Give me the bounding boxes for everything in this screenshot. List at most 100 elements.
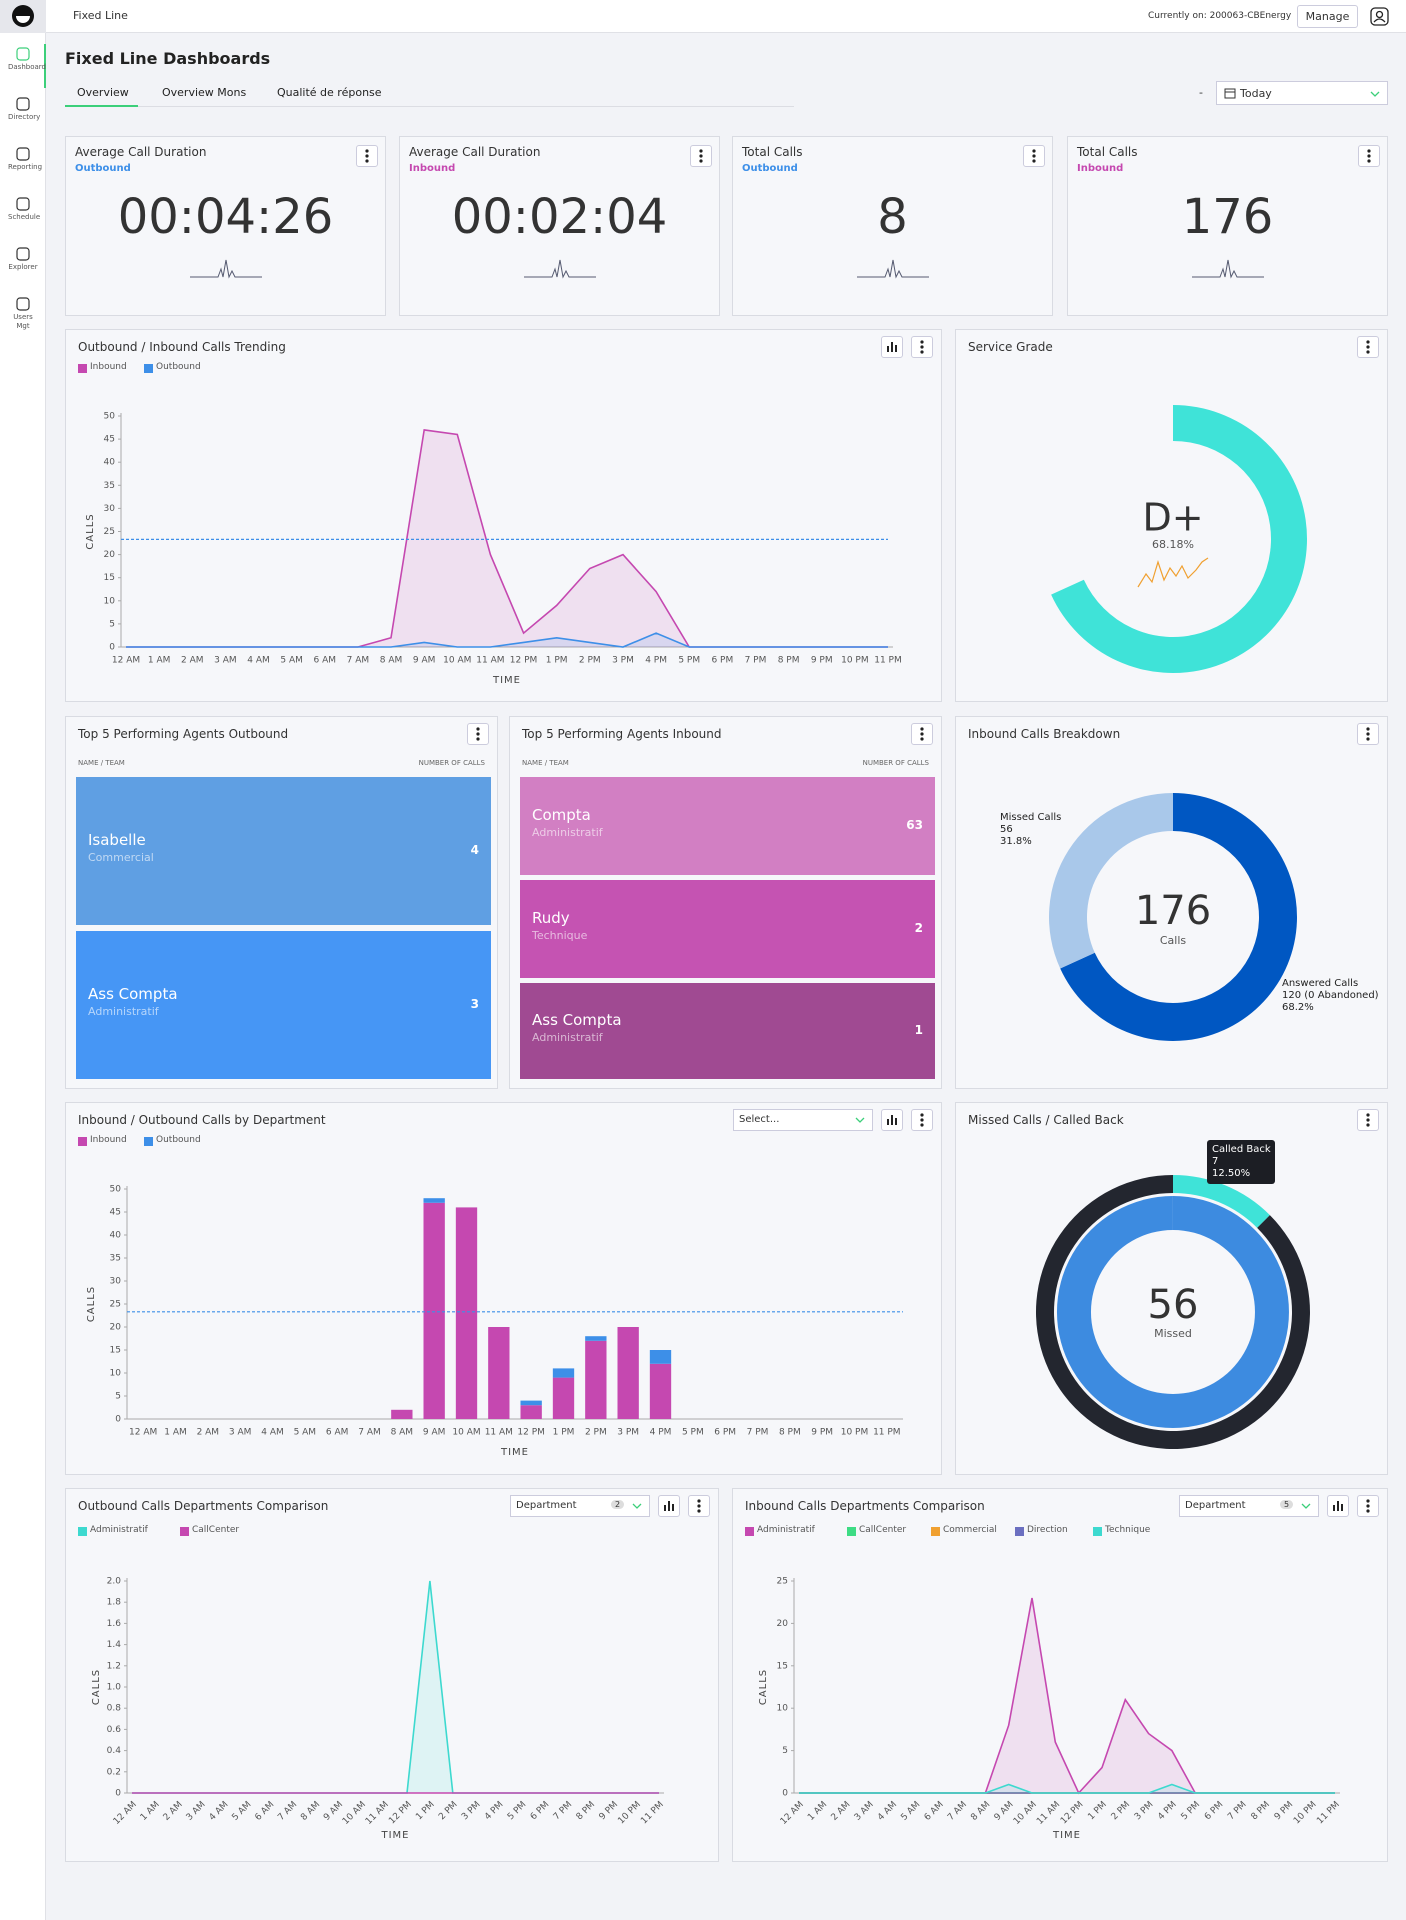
agent-calls: 1	[914, 1023, 923, 1037]
sidebar-item[interactable]: Dashboard	[0, 44, 46, 88]
filter-count: 2	[611, 1500, 625, 1509]
y-tick-label: 5	[109, 619, 115, 629]
legend-swatch	[144, 364, 153, 373]
x-tick-label: 7 PM	[745, 656, 767, 666]
tab[interactable]: Qualité de réponse	[277, 86, 382, 99]
menu-button[interactable]	[356, 145, 378, 167]
bar	[649, 1363, 672, 1419]
x-tick-label: 6 PM	[1203, 1800, 1225, 1822]
menu-button[interactable]	[911, 336, 933, 358]
x-tick-label: 10 AM	[443, 656, 471, 666]
filter-dropdown[interactable]: Department 2	[510, 1495, 650, 1517]
x-tick-label: 2 AM	[181, 656, 204, 666]
grade-sparkline	[1137, 557, 1209, 588]
chart-type-button[interactable]	[658, 1495, 680, 1517]
user-icon[interactable]	[1370, 7, 1389, 26]
manage-button[interactable]: Manage	[1297, 5, 1358, 28]
menu-button[interactable]	[1023, 145, 1045, 167]
x-tick-label: 11 AM	[476, 656, 504, 666]
bar	[617, 1327, 639, 1419]
sidebar-icon	[16, 97, 30, 111]
filter-count: 5	[1280, 1500, 1294, 1509]
menu-button[interactable]	[690, 145, 712, 167]
menu-button[interactable]	[911, 723, 933, 745]
bar-icon	[664, 1501, 674, 1511]
agent-tile[interactable]: Rudy Technique 2	[520, 880, 935, 978]
agent-tile[interactable]: Ass Compta Administratif 3	[76, 931, 491, 1079]
x-tick-label: 12 AM	[129, 1428, 157, 1438]
legend-swatch	[745, 1527, 754, 1536]
agent-tile[interactable]: Isabelle Commercial 4	[76, 777, 491, 925]
series-line	[799, 1783, 1335, 1794]
breadcrumb: Fixed Line	[73, 9, 128, 22]
y-tick-label: 1.0	[107, 1683, 122, 1693]
tab[interactable]: Overview	[77, 86, 129, 99]
sidebar-item[interactable]: Reporting	[0, 144, 46, 188]
slice-label: Missed Calls	[1000, 812, 1061, 823]
agent-calls: 3	[470, 997, 479, 1011]
agents-card: Top 5 Performing Agents Outbound NAME / T…	[65, 716, 498, 1089]
x-tick-label: 8 AM	[969, 1800, 992, 1823]
filter-dropdown[interactable]: Department 5	[1179, 1495, 1319, 1517]
sidebar-item[interactable]: Schedule	[0, 194, 46, 238]
chevron	[855, 1117, 865, 1123]
y-tick-label: 1.6	[107, 1619, 122, 1629]
sidebar-label: Dashboard	[8, 63, 46, 71]
kpi-value: 176	[1181, 189, 1274, 245]
x-tick-label: 12 AM	[779, 1800, 806, 1827]
menu-button[interactable]	[688, 1495, 710, 1517]
sidebar-label: Schedule	[8, 213, 41, 221]
x-tick-label: 11 PM	[639, 1800, 666, 1827]
kpi-value: 00:04:26	[117, 189, 334, 245]
x-tick-label: 12 PM	[510, 656, 538, 666]
sidebar-icon	[16, 247, 30, 261]
card-title: Top 5 Performing Agents Inbound	[522, 727, 722, 741]
menu-button[interactable]	[1357, 336, 1379, 358]
x-tick-label: 8 AM	[380, 656, 403, 666]
x-tick-label: 10 PM	[841, 1428, 869, 1438]
bar	[488, 1327, 510, 1419]
menu-button[interactable]	[1357, 723, 1379, 745]
x-tick-label: 12 PM	[387, 1800, 414, 1827]
y-tick-label: 50	[104, 412, 116, 422]
chart-card: Inbound / Outbound Calls by Department Se…	[65, 1102, 942, 1475]
chart-plot: 0 5 10 15 20 25 30 35 40 45 50 12 AM 1 AM 2 AM 3 AM 4 A…	[85, 412, 902, 687]
menu-button[interactable]	[467, 723, 489, 745]
menu-button[interactable]	[1357, 1495, 1379, 1517]
chart-type-button[interactable]	[881, 336, 903, 358]
x-tick-label: 6 AM	[314, 656, 337, 666]
column-header: NAME / TEAM	[522, 759, 569, 767]
menu-button[interactable]	[1357, 1109, 1379, 1131]
agent-name: Ass Compta	[88, 985, 178, 1003]
tab[interactable]: Overview Mons	[162, 86, 247, 99]
x-tick-label: 5 AM	[899, 1800, 922, 1823]
kpi-sparkline	[524, 259, 596, 279]
y-tick-label: 5	[115, 1392, 121, 1402]
sidebar-item[interactable]: Explorer	[0, 244, 46, 288]
agent-tile[interactable]: Compta Administratif 63	[520, 777, 935, 875]
sidebar-item[interactable]: Users Mgt	[0, 294, 46, 338]
x-tick-label: 6 PM	[529, 1800, 551, 1822]
chart-type-button[interactable]	[881, 1109, 903, 1131]
x-tick-label: 2 PM	[437, 1800, 459, 1822]
y-axis-title: CALLS	[85, 513, 96, 549]
agent-team: Technique	[532, 929, 588, 942]
date-filter[interactable]: Today	[1216, 81, 1388, 105]
y-tick-label: 15	[110, 1346, 121, 1356]
sidebar-icon	[16, 47, 30, 61]
page-title: Fixed Line Dashboards	[65, 49, 271, 68]
x-tick-label: 8 AM	[299, 1800, 322, 1823]
menu-button[interactable]	[911, 1109, 933, 1131]
chart-type-button[interactable]	[1327, 1495, 1349, 1517]
sidebar-item[interactable]: Directory	[0, 94, 46, 138]
menu-icon	[920, 1113, 924, 1127]
y-tick-label: 30	[104, 504, 116, 514]
x-tick-label: 2 AM	[830, 1800, 853, 1823]
agent-tile[interactable]: Ass Compta Administratif 1	[520, 983, 935, 1079]
bar-icon	[887, 342, 897, 352]
x-tick-label: 5 PM	[1180, 1800, 1202, 1822]
filter-dropdown[interactable]: Select...	[733, 1109, 873, 1131]
menu-button[interactable]	[1358, 145, 1380, 167]
card-title: Top 5 Performing Agents Outbound	[78, 727, 289, 741]
